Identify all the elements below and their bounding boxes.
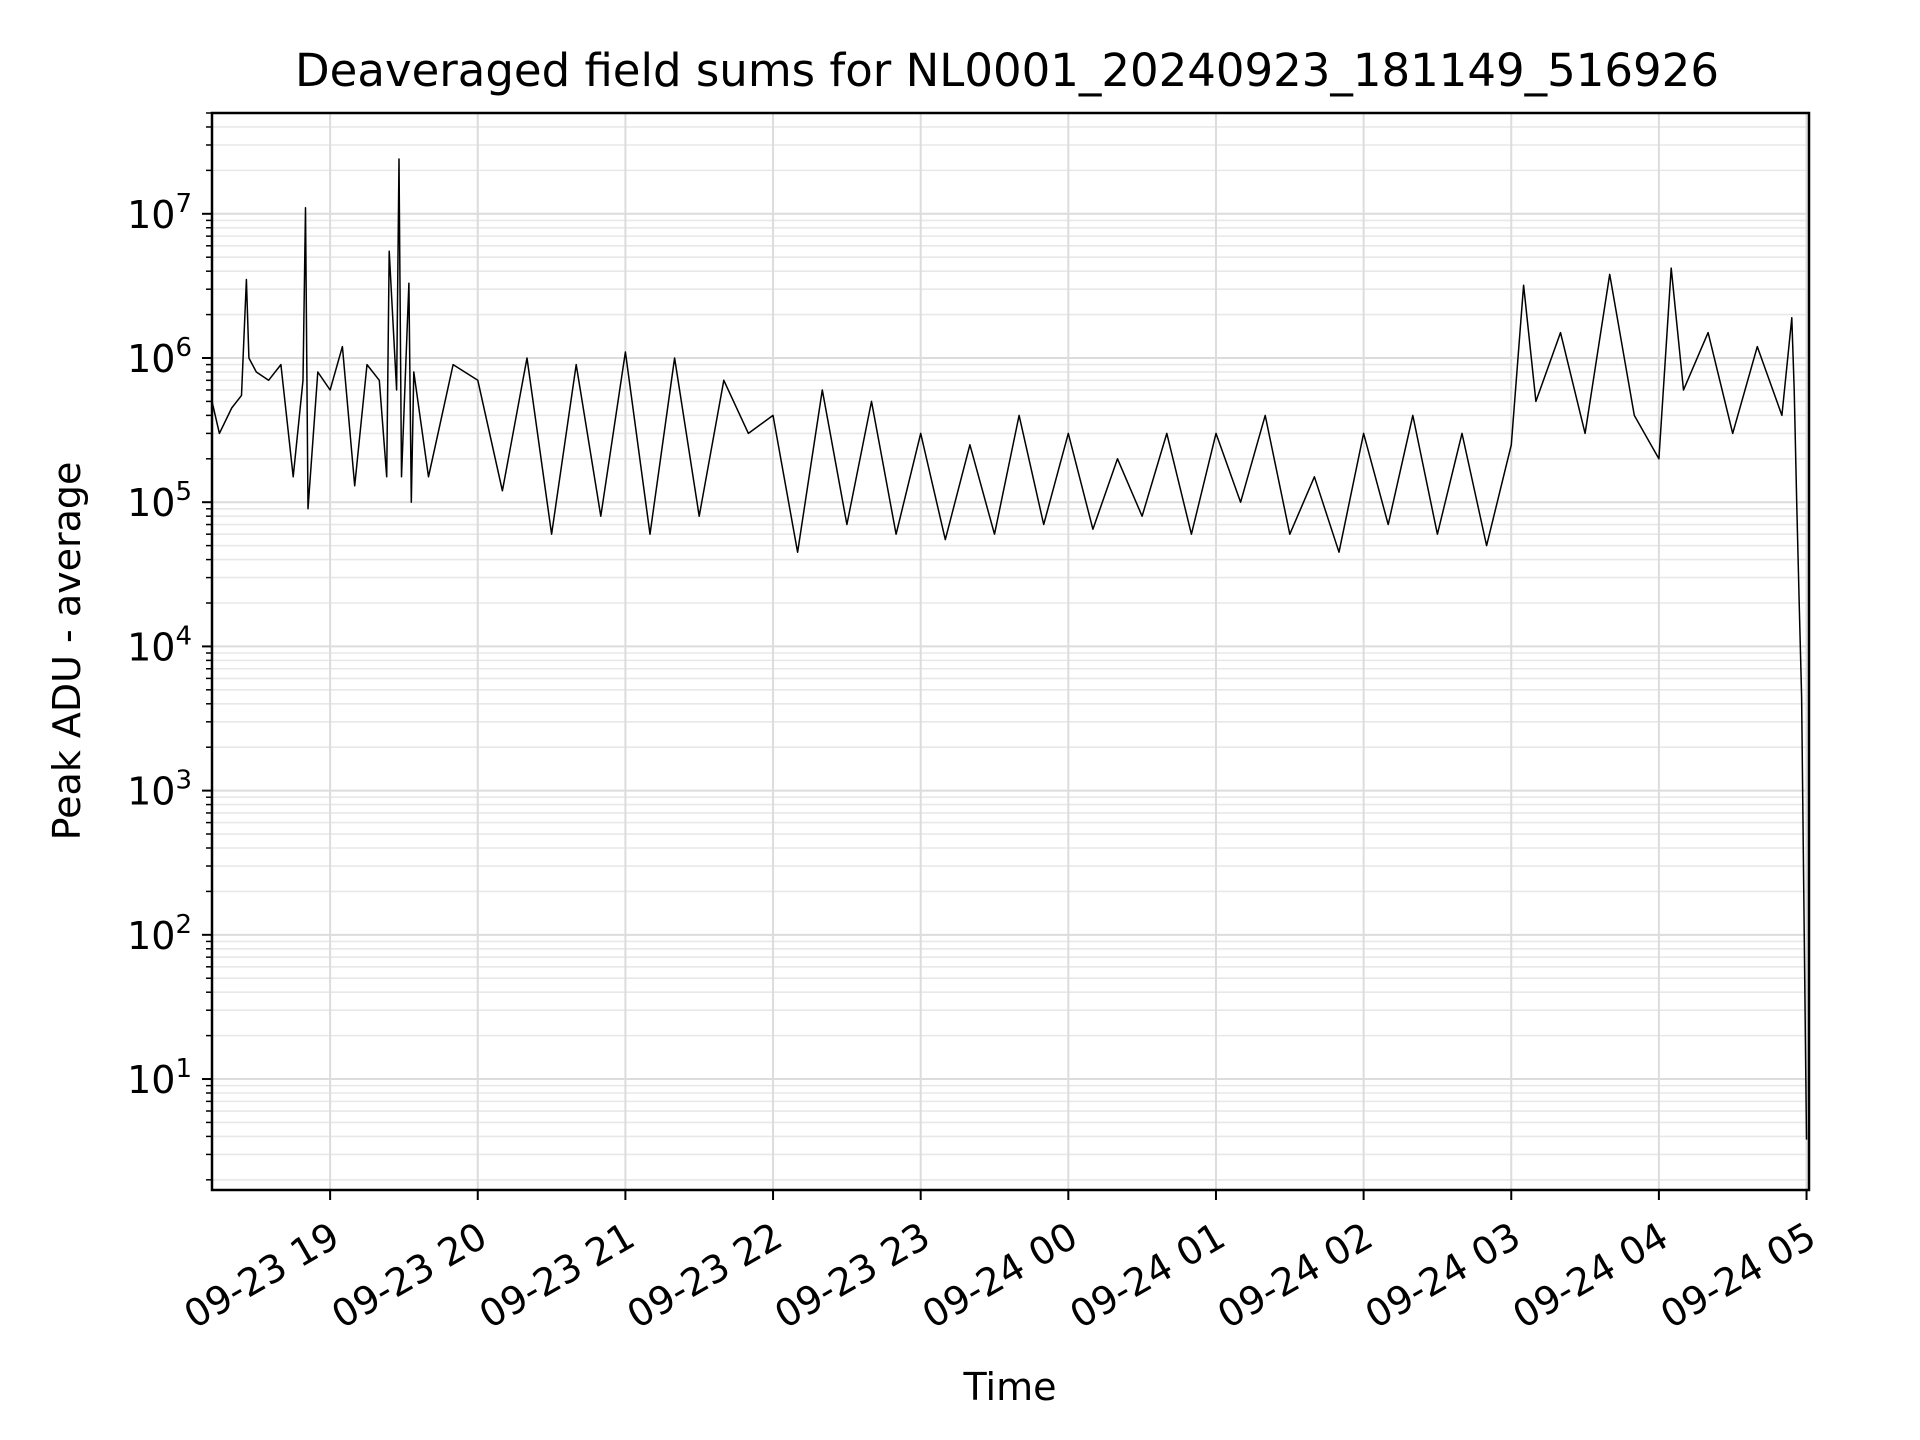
chart-title: Deaveraged field sums for NL0001_2024092… — [295, 44, 1719, 97]
grid — [212, 112, 1809, 1190]
plot-frame — [210, 111, 1811, 1192]
series-line — [211, 158, 1808, 1140]
y-tick-label: 107 — [127, 189, 192, 237]
y-axis-label: Peak ADU - average — [45, 462, 89, 841]
series-group — [211, 158, 1808, 1140]
x-axis-label: Time — [963, 1365, 1057, 1409]
y-tick-label: 106 — [127, 333, 192, 381]
y-tick-label: 103 — [127, 766, 192, 814]
y-tick-label: 104 — [127, 621, 192, 669]
y-tick-label: 101 — [127, 1054, 192, 1102]
y-tick-label: 105 — [127, 477, 192, 525]
y-tick-label: 102 — [127, 910, 192, 958]
